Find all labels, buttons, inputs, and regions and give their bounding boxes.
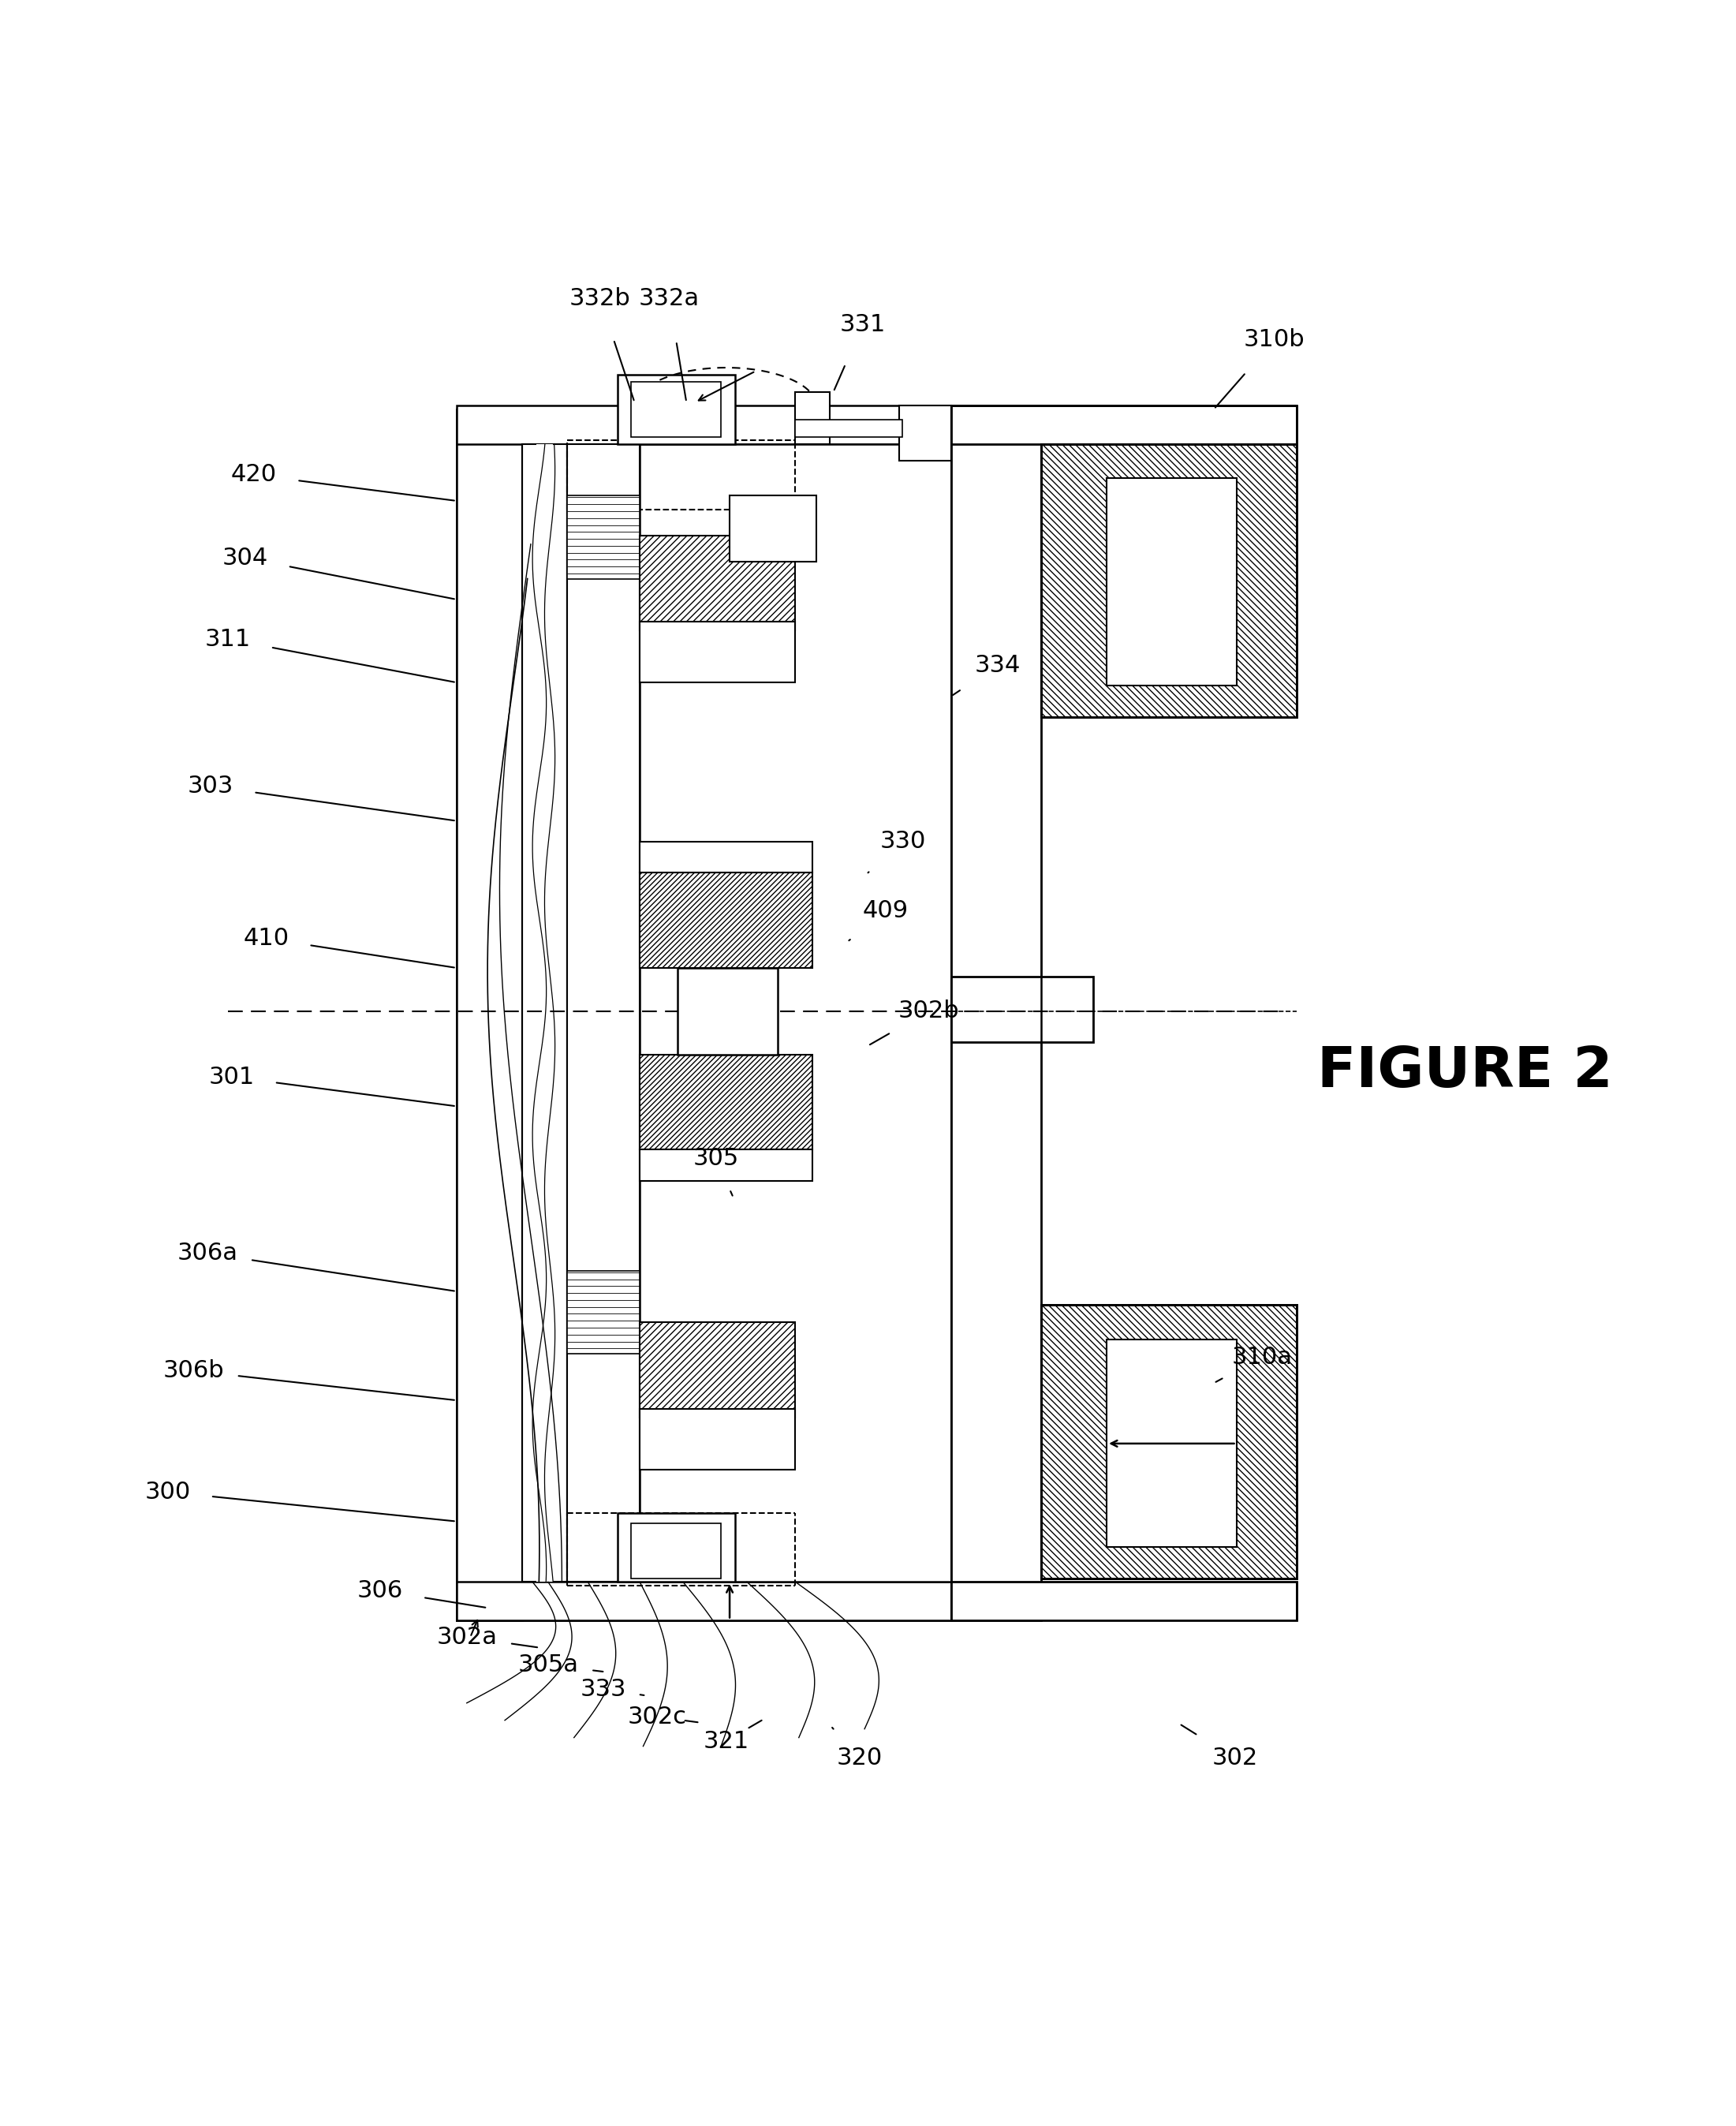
Bar <box>639 842 812 874</box>
Text: 305a: 305a <box>517 1654 578 1677</box>
Bar <box>639 1054 812 1150</box>
Bar <box>632 381 720 436</box>
Bar <box>523 427 885 1603</box>
Bar <box>568 1271 639 1354</box>
Text: 330: 330 <box>880 829 925 853</box>
Bar <box>568 495 639 578</box>
Bar <box>457 408 523 1620</box>
Text: 302c: 302c <box>627 1705 686 1728</box>
Text: 320: 320 <box>837 1748 882 1769</box>
Text: 303: 303 <box>187 774 234 797</box>
Text: 410: 410 <box>243 927 290 950</box>
Bar <box>899 406 951 461</box>
Text: 334: 334 <box>974 653 1021 676</box>
Bar <box>536 444 554 1582</box>
Text: 302: 302 <box>1212 1748 1257 1769</box>
Text: 409: 409 <box>863 899 908 923</box>
Bar <box>951 1582 1297 1620</box>
Text: 305: 305 <box>693 1146 740 1169</box>
Text: 332a: 332a <box>639 287 700 310</box>
Bar <box>1042 1305 1297 1577</box>
Bar <box>1042 444 1297 716</box>
Text: 301: 301 <box>208 1065 255 1089</box>
Text: 331: 331 <box>840 313 885 336</box>
Text: FIGURE 2: FIGURE 2 <box>1318 1044 1613 1099</box>
Bar <box>677 967 778 1054</box>
Bar <box>639 874 812 967</box>
Bar <box>795 391 830 444</box>
Bar <box>632 1522 720 1577</box>
Bar <box>639 536 795 631</box>
Bar <box>523 444 568 1582</box>
Text: 310a: 310a <box>1233 1346 1293 1369</box>
Bar <box>618 374 734 444</box>
Text: 310b: 310b <box>1243 330 1305 351</box>
Text: 321: 321 <box>703 1731 750 1752</box>
Bar <box>1106 478 1236 687</box>
Bar <box>639 623 795 682</box>
Text: 302a: 302a <box>436 1626 496 1648</box>
Text: 311: 311 <box>205 627 252 651</box>
Bar <box>639 1322 795 1418</box>
Bar <box>568 444 639 1582</box>
Bar <box>457 406 951 444</box>
Text: 306a: 306a <box>177 1242 238 1265</box>
Text: 302b: 302b <box>898 999 960 1023</box>
Bar <box>1106 1339 1236 1548</box>
Text: 420: 420 <box>231 463 278 487</box>
Text: 300: 300 <box>144 1480 191 1503</box>
Bar <box>618 1514 734 1582</box>
Bar <box>639 1150 812 1180</box>
Bar <box>639 444 951 1582</box>
Text: 333: 333 <box>580 1677 627 1701</box>
Bar <box>457 1582 951 1620</box>
Bar <box>951 976 1094 1042</box>
Bar <box>639 1410 795 1469</box>
Text: 332b: 332b <box>569 287 630 310</box>
Bar <box>457 408 951 1620</box>
Bar <box>1042 444 1297 716</box>
Bar <box>1042 1305 1297 1577</box>
Bar <box>951 406 1042 1620</box>
Bar <box>951 406 1297 444</box>
Text: 304: 304 <box>222 546 269 570</box>
Bar <box>795 419 903 436</box>
Bar <box>729 495 816 561</box>
Text: 306b: 306b <box>163 1359 224 1382</box>
Text: 306: 306 <box>358 1580 403 1603</box>
